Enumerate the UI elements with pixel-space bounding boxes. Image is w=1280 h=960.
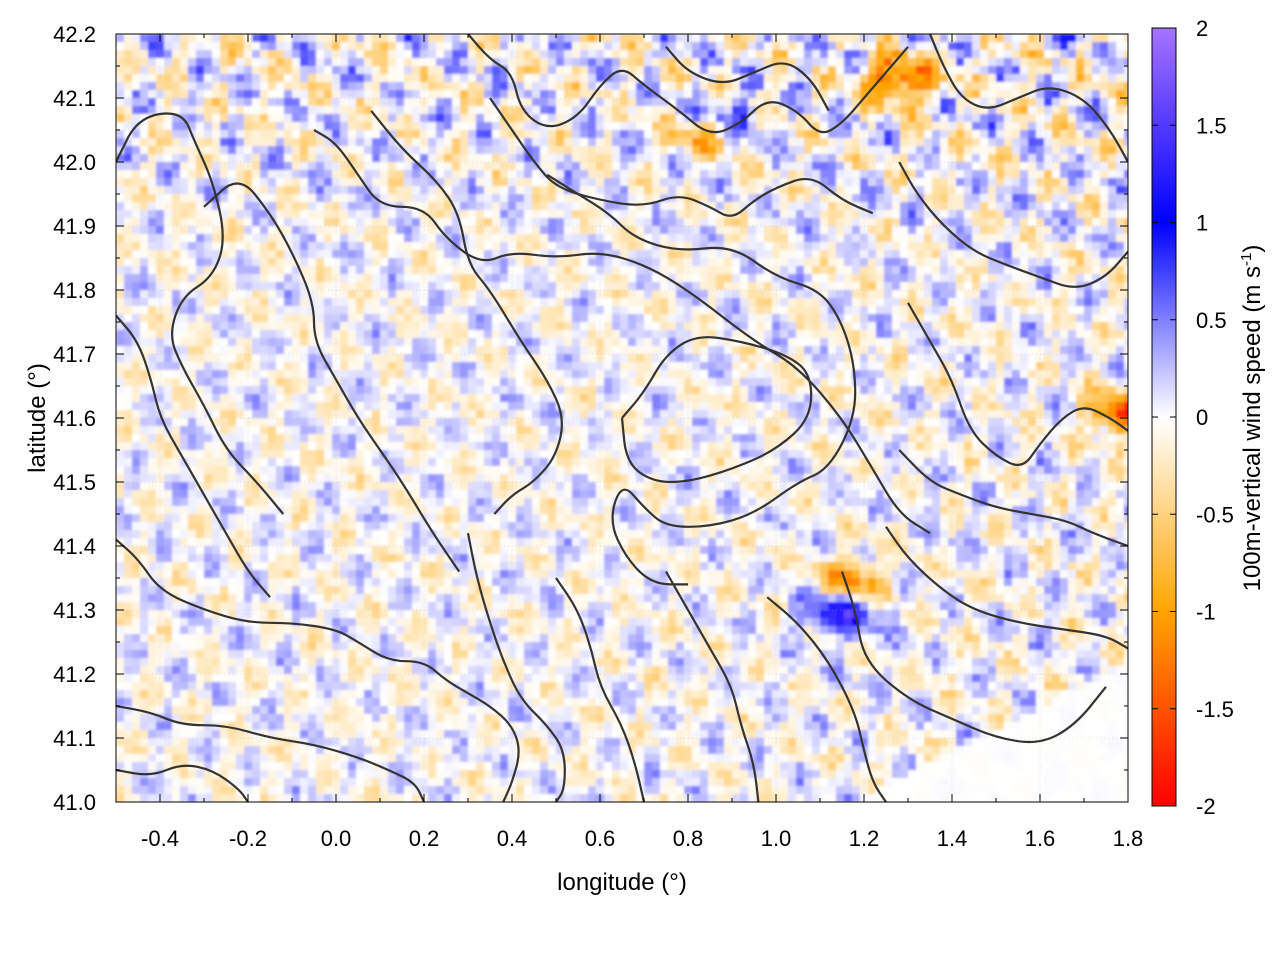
x-tick-label: 0.0 xyxy=(321,826,352,851)
y-tick-label: 41.4 xyxy=(53,534,96,559)
y-axis-title: latitude (°) xyxy=(24,363,51,473)
x-tick-label: 1.2 xyxy=(849,826,880,851)
contour-line-c10 xyxy=(555,577,646,802)
contour-line-c3 xyxy=(313,129,931,535)
contour-line-c2 xyxy=(203,182,461,573)
colorbar-tick-label: 1 xyxy=(1196,211,1208,236)
contour-line-c14 xyxy=(885,526,1128,650)
x-axis-title: longitude (°) xyxy=(557,869,687,896)
x-tick-label: 0.6 xyxy=(585,826,616,851)
colorbar-title: 100m-vertical wind speed (m s-1) xyxy=(1238,245,1266,592)
colorbar-title-sup: -1 xyxy=(1238,253,1255,266)
y-tick-label: 42.1 xyxy=(53,86,96,111)
contour-line-c19 xyxy=(489,97,874,217)
y-tick-label: 41.6 xyxy=(53,406,96,431)
y-tick-label: 42.0 xyxy=(53,150,96,175)
y-tick-label: 41.2 xyxy=(53,662,96,687)
contour-line-c7 xyxy=(116,538,520,802)
colorbar-title-end: ) xyxy=(1239,245,1266,253)
contour-line-c11 xyxy=(665,571,760,802)
contour-line-c23 xyxy=(116,764,249,802)
colorbar-tick-label: 1.5 xyxy=(1196,113,1227,138)
contour-line-c18 xyxy=(467,34,909,134)
x-axis: -0.4 -0.2 0.0 0.2 0.4 0.6 0.8 1.0 1.2 1.4 1.6 1.8 xyxy=(115,34,1144,851)
colorbar-tick-label: -2 xyxy=(1196,794,1216,819)
x-tick-label: 1.4 xyxy=(937,826,968,851)
heatmap-field xyxy=(116,34,1128,802)
contour-line-c6 xyxy=(620,336,813,484)
x-tick-label: 0.2 xyxy=(409,826,440,851)
colorbar-tick-label: -0.5 xyxy=(1196,502,1234,527)
y-tick-label: 41.5 xyxy=(53,470,96,495)
x-tick-label: 1.6 xyxy=(1025,826,1056,851)
x-tick-label: 0.4 xyxy=(497,826,528,851)
colorbar-tick-label: 0.5 xyxy=(1196,308,1227,333)
colorbar-ticks: 2 1.5 1 0.5 0 -0.5 -1 -1.5 -2 xyxy=(1152,16,1234,819)
y-tick-label: 41.7 xyxy=(53,342,96,367)
heatmap-cells xyxy=(116,34,1128,802)
contour-line-c17 xyxy=(898,161,1128,288)
contour-line-c4 xyxy=(370,110,563,515)
x-tick-label: 0.8 xyxy=(673,826,704,851)
x-tick-label: 1.8 xyxy=(1113,826,1144,851)
contour-line-c20 xyxy=(665,46,830,112)
contour-line-c13 xyxy=(766,596,887,802)
y-tick-label: 41.1 xyxy=(53,726,96,751)
y-tick-label: 41.0 xyxy=(53,790,96,815)
x-tick-label: -0.4 xyxy=(141,826,179,851)
colorbar: 2 1.5 1 0.5 0 -0.5 -1 -1.5 -2 100m-vertical wind… xyxy=(1151,16,1266,819)
contour-line-c22 xyxy=(116,314,271,598)
x-tick-label: 1.0 xyxy=(761,826,792,851)
y-tick-label: 41.9 xyxy=(53,214,96,239)
y-axis: 41.0 41.1 41.2 41.3 41.4 41.5 41.6 41.7 41.8 41.9… xyxy=(53,22,1128,815)
colorbar-title-main: 100m-vertical wind speed (m s xyxy=(1239,266,1266,591)
contour-line-c21 xyxy=(928,34,1128,163)
y-tick-label: 41.3 xyxy=(53,598,96,623)
colorbar-tick-label: 2 xyxy=(1196,16,1208,41)
plot-area xyxy=(115,33,1129,803)
contour-lines xyxy=(116,34,1128,802)
colorbar-tick-label: -1.5 xyxy=(1196,697,1234,722)
colorbar-tick-label: -1 xyxy=(1196,600,1216,625)
contour-line-c9 xyxy=(466,532,566,802)
contour-line-c16 xyxy=(907,302,1128,466)
contour-line-c8 xyxy=(116,704,425,802)
contour-line-c12 xyxy=(840,571,1107,744)
colorbar-tick-label: 0 xyxy=(1196,405,1208,430)
contour-line-c15 xyxy=(898,449,1128,548)
x-tick-label: -0.2 xyxy=(229,826,267,851)
contour-line-c5 xyxy=(546,173,857,586)
contour-line-c1 xyxy=(116,112,285,515)
y-tick-label: 41.8 xyxy=(53,278,96,303)
grid-lines xyxy=(116,33,1129,803)
y-tick-label: 42.2 xyxy=(53,22,96,47)
